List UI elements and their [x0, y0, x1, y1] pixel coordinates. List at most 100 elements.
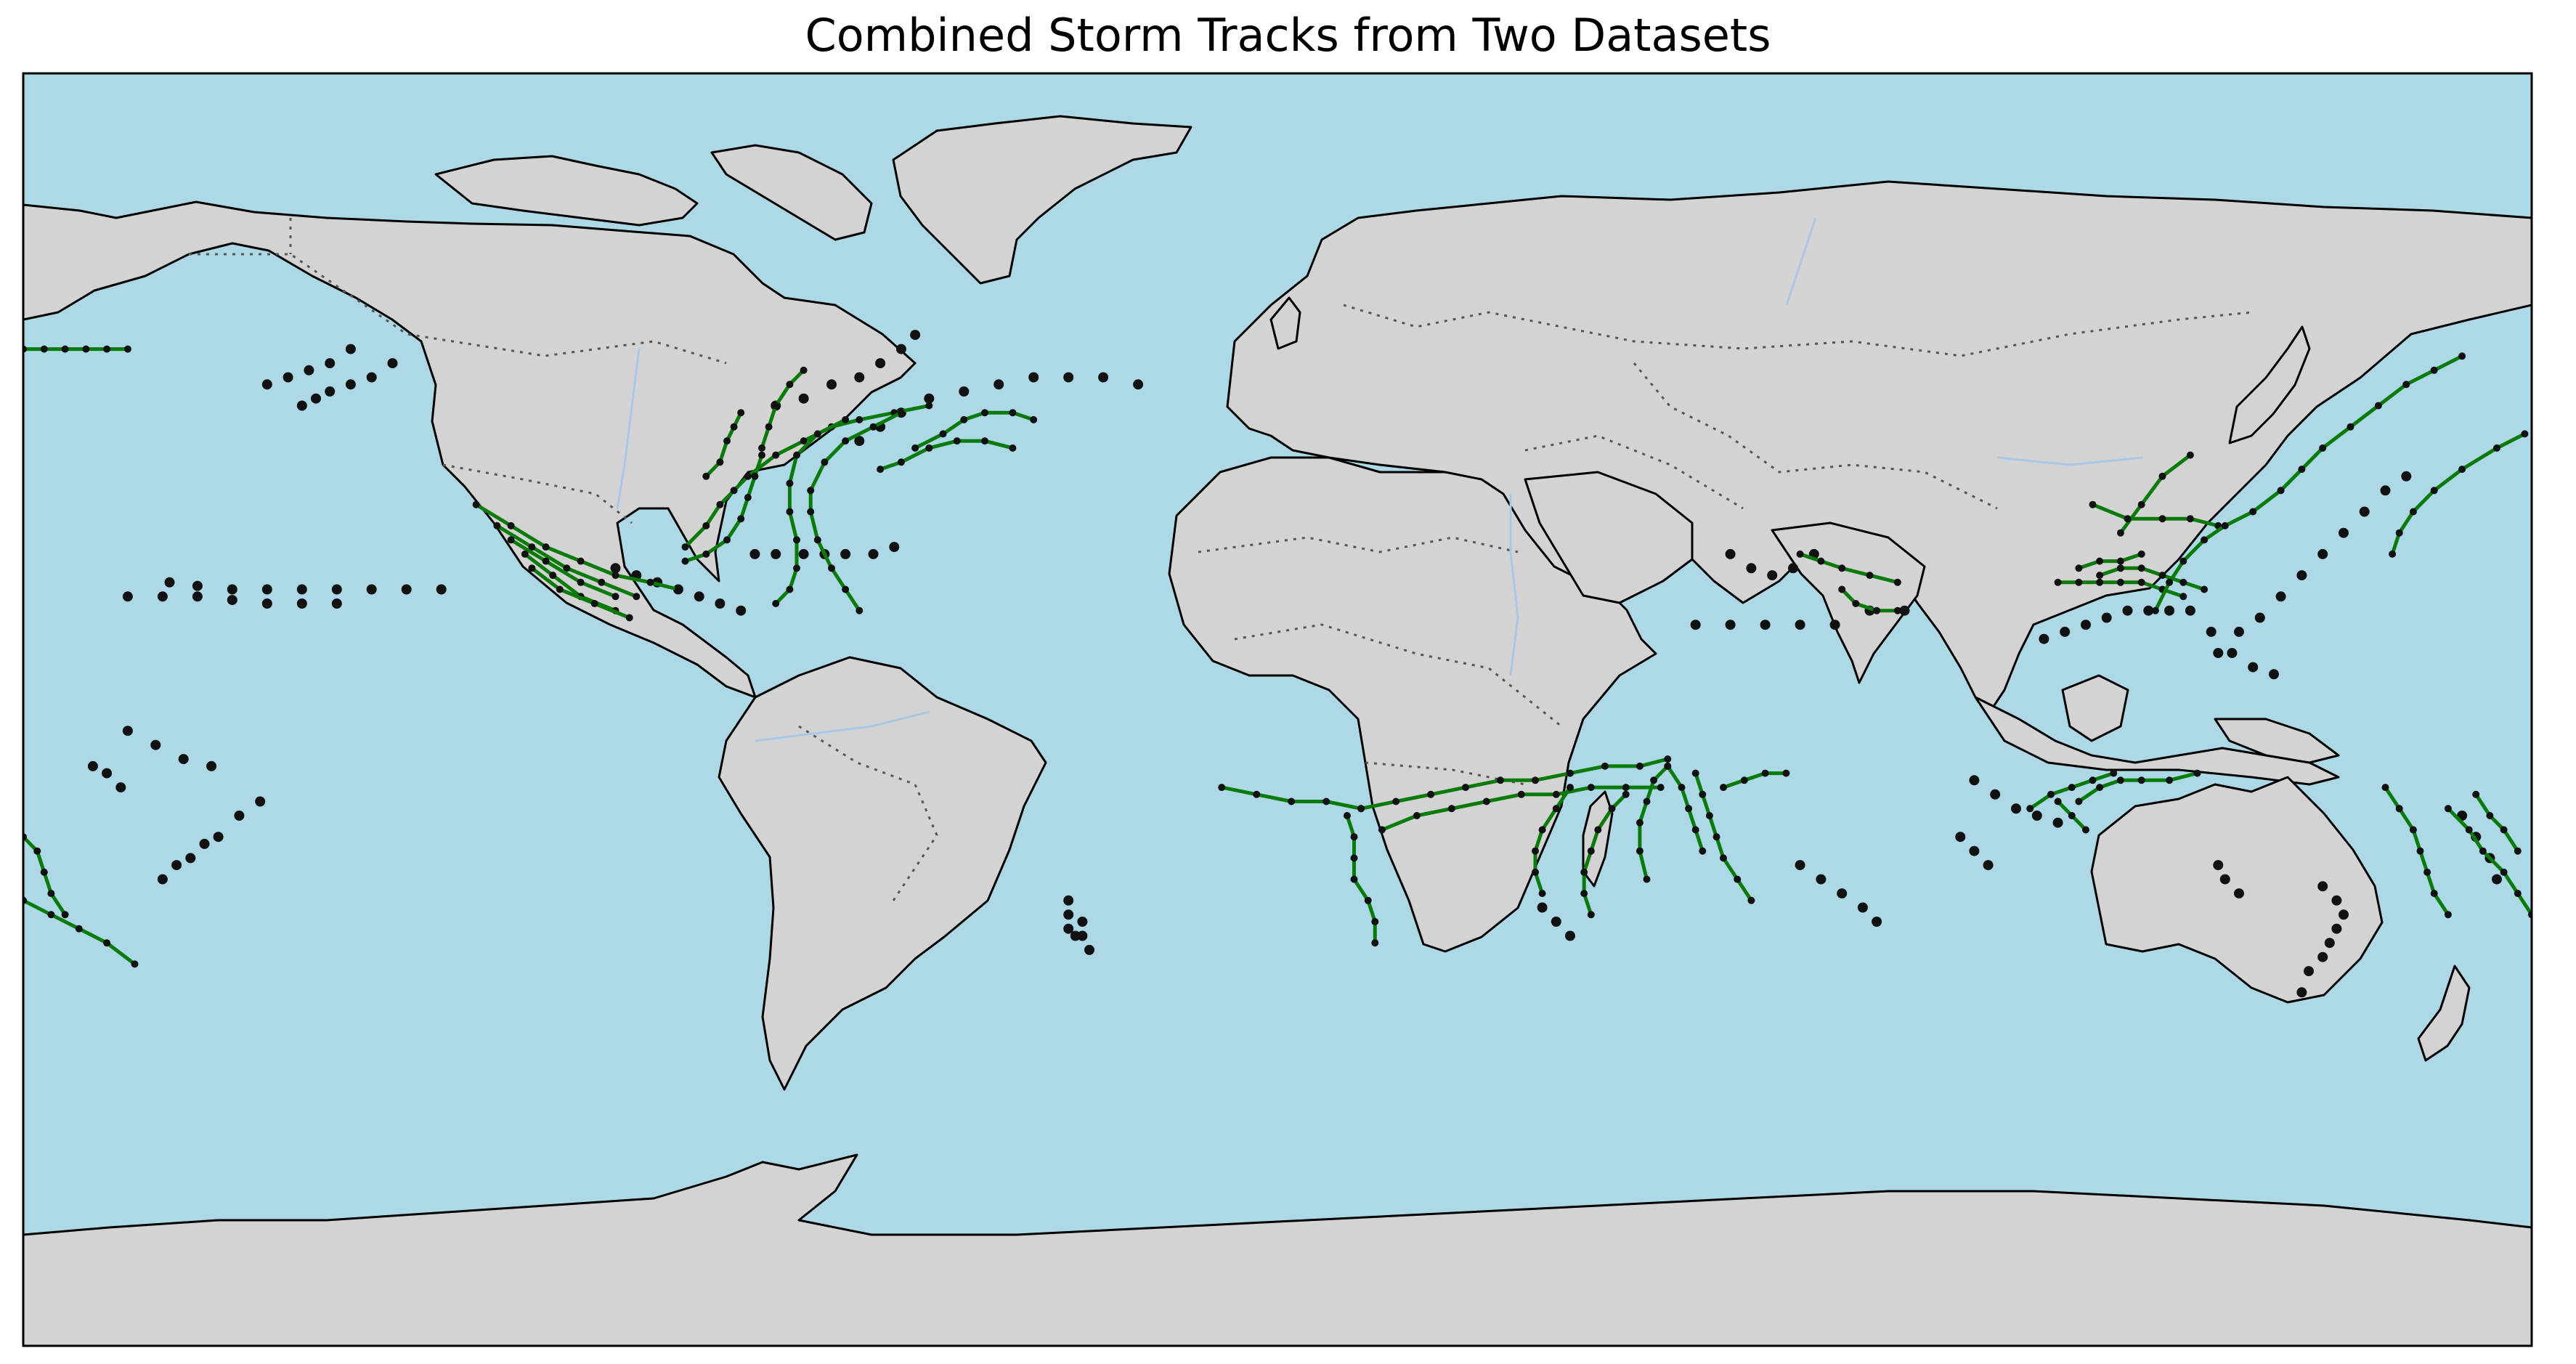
storm-point: [1795, 620, 1805, 630]
storm-track-point: [1691, 826, 1699, 834]
storm-point: [331, 598, 342, 609]
storm-point: [2185, 605, 2195, 616]
storm-track-point: [1350, 833, 1358, 841]
storm-track-point: [2381, 784, 2389, 792]
storm-track-point: [1371, 939, 1379, 947]
storm-track: [1796, 550, 1901, 586]
storm-track-point: [2423, 868, 2431, 876]
storm-point: [798, 393, 809, 404]
storm-track-point: [1685, 805, 1693, 813]
storm-track-point: [1720, 784, 1727, 792]
storm-track-point: [877, 466, 885, 474]
storm-track-point: [772, 402, 780, 410]
storm-track-point: [507, 521, 515, 529]
storm-track-point: [674, 585, 682, 593]
storm-point: [296, 598, 307, 609]
storm-track: [122, 726, 217, 771]
storm-track-point: [911, 444, 919, 452]
storm-point: [1063, 895, 1074, 906]
storm-track-point: [542, 557, 550, 565]
storm-track-point: [2116, 776, 2124, 784]
storm-track: [493, 521, 641, 601]
storm-track: [296, 358, 398, 411]
storm-track-point: [1838, 564, 1846, 572]
storm-track: [1969, 775, 2063, 828]
storm-track-point: [1699, 790, 1707, 798]
storm-track-point: [646, 578, 654, 586]
storm-point: [2213, 648, 2224, 659]
storm-track-point: [563, 564, 571, 572]
storm-point: [122, 726, 133, 736]
storm-track-point: [1740, 776, 1748, 784]
storm-track-point: [103, 939, 111, 947]
storm-track: [1532, 784, 1574, 898]
storm-point: [2324, 938, 2335, 949]
storm-track-point: [1643, 875, 1651, 883]
land-india: [1771, 521, 1926, 684]
storm-track-point: [2096, 578, 2104, 586]
storm-track-line: [808, 410, 903, 612]
land-greenland: [892, 115, 1192, 285]
storm-track: [164, 577, 447, 595]
storm-point: [227, 595, 237, 606]
storm-point: [2269, 669, 2279, 680]
storm-point: [178, 754, 189, 765]
storm-track-point: [2089, 776, 2097, 784]
storm-point: [959, 386, 970, 397]
storm-track-point: [1447, 805, 1455, 813]
storm-track-point: [925, 444, 933, 452]
storm-point: [2296, 987, 2307, 998]
storm-track-point: [612, 593, 619, 601]
storm-track-point: [61, 345, 69, 353]
storm-track-point: [2201, 536, 2209, 544]
storm-track-point: [556, 585, 564, 593]
storm-track-point: [1893, 578, 1901, 586]
storm-track-point: [1838, 585, 1846, 593]
storm-track-point: [723, 536, 731, 544]
storm-track-point: [82, 345, 90, 353]
storm-track-line: [2447, 807, 2532, 916]
storm-track-point: [2068, 784, 2076, 792]
storm-track-point: [40, 345, 48, 353]
storm-track-point: [1009, 444, 1017, 452]
storm-track-point: [2075, 578, 2083, 586]
storm-point: [2317, 881, 2328, 892]
storm-track-line: [2078, 552, 2142, 570]
storm-point: [213, 832, 224, 843]
storm-track-point: [702, 521, 710, 529]
storm-track-point: [1712, 833, 1720, 841]
river-amazon: [755, 710, 930, 742]
storm-track-point: [1734, 875, 1742, 883]
land-arctic-islands: [434, 155, 699, 227]
storm-track-point: [786, 479, 794, 487]
land-japan: [2228, 325, 2311, 444]
storm-point: [1725, 620, 1736, 630]
storm-point: [771, 548, 781, 559]
storm-track: [507, 536, 619, 601]
border-africa-1: [1198, 536, 1519, 553]
storm-point: [227, 584, 237, 595]
storm-point: [826, 379, 837, 390]
storm-point: [749, 548, 760, 559]
storm-track-point: [1622, 790, 1630, 798]
storm-track: [1720, 769, 1790, 792]
storm-track-point: [2166, 578, 2174, 586]
storm-point: [115, 782, 126, 793]
storm-point: [2101, 612, 2112, 623]
storm-track: [2213, 471, 2412, 659]
storm-track-point: [1552, 805, 1560, 813]
storm-point: [2401, 471, 2412, 482]
storm-track-point: [2110, 769, 2118, 777]
storm-track-point: [2402, 381, 2410, 389]
storm-point: [1760, 620, 1771, 630]
map-title: Combined Storm Tracks from Two Datasets: [805, 9, 1771, 62]
storm-point: [1063, 923, 1074, 934]
storm-track: [1077, 917, 1094, 955]
storm-point: [436, 584, 447, 595]
storm-track-point: [793, 451, 800, 459]
storm-track: [2039, 605, 2279, 680]
storm-track-point: [493, 521, 501, 529]
storm-point: [2031, 811, 2042, 821]
storm-track-line: [1840, 588, 1898, 613]
storm-point: [2339, 527, 2349, 538]
